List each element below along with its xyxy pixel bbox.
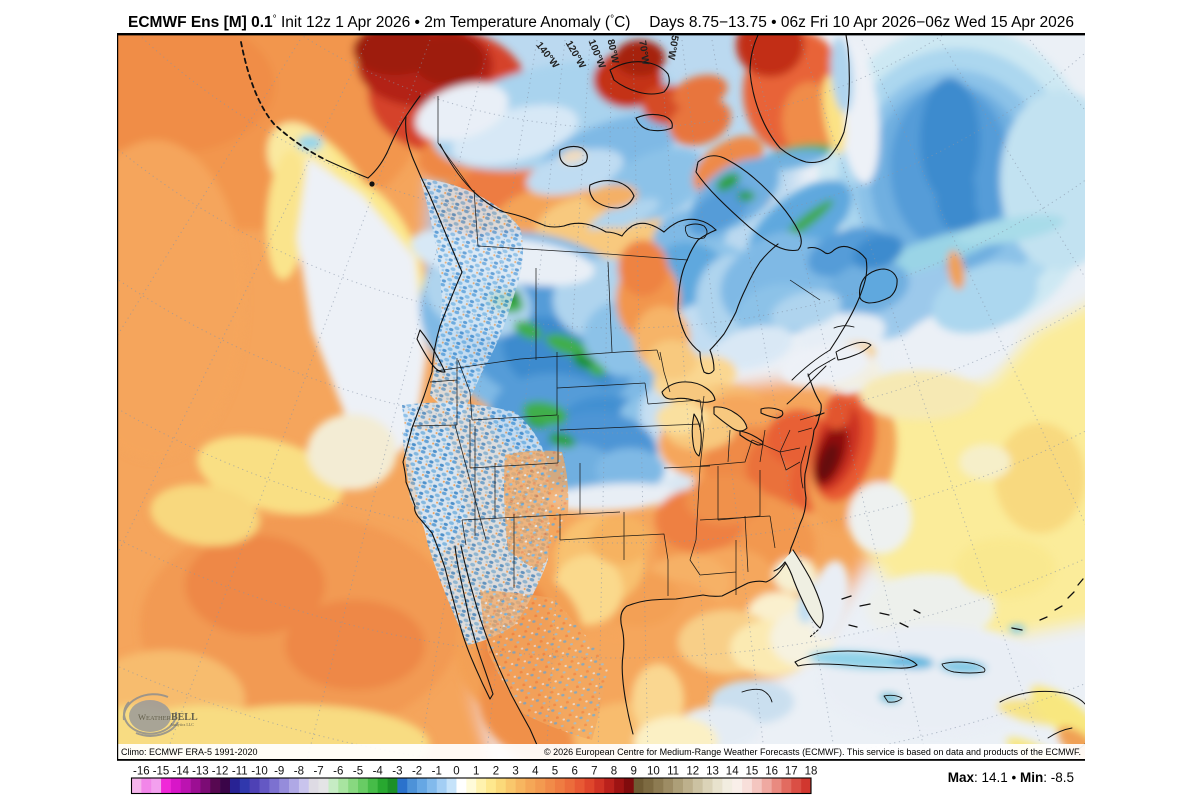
svg-text:2: 2 [493,766,499,778]
svg-text:50°W: 50°W [665,34,680,61]
svg-text:ECMWF Ens [M] 0.1° Init 12z 1: ECMWF Ens [M] 0.1° Init 12z 1 Apr 2026 •… [128,14,630,31]
svg-text:0: 0 [453,766,459,778]
svg-text:-15: -15 [153,766,170,778]
svg-text:15: 15 [746,766,759,778]
svg-text:9: 9 [630,766,636,778]
svg-text:6: 6 [571,766,577,778]
svg-text:18: 18 [805,766,818,778]
svg-text:-9: -9 [274,766,284,778]
svg-text:-8: -8 [294,766,304,778]
svg-text:8: 8 [611,766,617,778]
svg-text:5: 5 [552,766,558,778]
svg-text:WEATHERBELL: WEATHERBELL [138,712,198,723]
svg-text:-3: -3 [392,766,402,778]
svg-text:10: 10 [647,766,660,778]
svg-text:17: 17 [785,766,798,778]
svg-text:70°W: 70°W [636,40,650,66]
svg-text:11: 11 [667,766,679,778]
svg-text:3: 3 [512,766,518,778]
svg-text:-6: -6 [333,766,343,778]
svg-text:-1: -1 [432,766,442,778]
svg-text:-7: -7 [313,766,323,778]
svg-text:-16: -16 [133,766,150,778]
svg-text:-13: -13 [192,766,209,778]
svg-text:1: 1 [473,766,479,778]
svg-text:13: 13 [706,766,719,778]
svg-text:-11: -11 [232,766,248,778]
svg-text:© 2026 European Centre for Med: © 2026 European Centre for Medium-Range … [544,747,1081,757]
svg-text:12: 12 [686,766,699,778]
svg-text:Climo: ECMWF ERA-5 1991-2020: Climo: ECMWF ERA-5 1991-2020 [121,747,258,757]
svg-text:-14: -14 [172,766,189,778]
svg-text:-5: -5 [353,766,363,778]
svg-text:7: 7 [591,766,597,778]
svg-text:16: 16 [765,766,778,778]
svg-text:-2: -2 [412,766,422,778]
svg-text:-10: -10 [251,766,268,778]
svg-text:Analytics LLC: Analytics LLC [170,722,194,727]
svg-text:Days 8.75−13.75 • 06z Fri 10 A: Days 8.75−13.75 • 06z Fri 10 Apr 2026−06… [649,14,1074,31]
svg-text:80°W: 80°W [605,38,621,65]
svg-text:14: 14 [726,766,739,778]
svg-text:-4: -4 [373,766,384,778]
svg-text:Max: 14.1 • Min: -8.5: Max: 14.1 • Min: -8.5 [948,770,1074,785]
svg-text:4: 4 [532,766,539,778]
svg-text:-12: -12 [212,766,229,778]
